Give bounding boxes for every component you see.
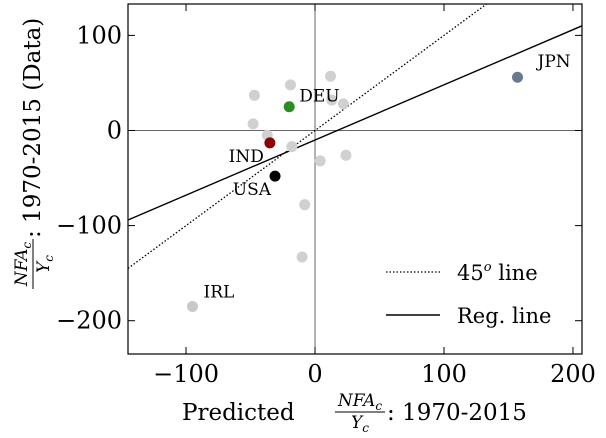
point-usa	[269, 170, 281, 182]
legend-label: 45o line	[457, 260, 538, 285]
y-tick-label: −100	[56, 212, 122, 240]
x-axis-title-prefix: Predicted	[182, 400, 295, 426]
data-point	[247, 118, 259, 130]
point-label-deu: DEU	[299, 87, 339, 107]
legend-label: Reg. line	[457, 304, 551, 328]
plot-frame	[127, 3, 583, 355]
data-point	[296, 251, 308, 263]
y-tick-label: 100	[76, 21, 122, 49]
point-label-ind: IND	[229, 147, 264, 167]
frac-numerator: NFAc	[337, 391, 382, 413]
plot-layer	[127, 3, 583, 355]
point-label-jpn: JPN	[536, 52, 571, 72]
x-tick-label: 100	[421, 360, 467, 388]
data-point	[285, 79, 297, 91]
x-tick-label: −100	[153, 360, 219, 388]
legend: 45o line Reg. line	[386, 260, 551, 328]
point-irl	[186, 300, 198, 312]
point-jpn	[512, 71, 524, 83]
x-tick-label: 0	[307, 360, 322, 388]
point-deu	[283, 101, 295, 113]
data-point	[324, 70, 336, 82]
data-point	[314, 155, 326, 167]
data-point	[286, 141, 298, 153]
fit-lines	[128, 4, 582, 269]
y-axis-title-suffix: : 1970-2015 (Data)	[20, 18, 46, 238]
point-label-irl: IRL	[203, 282, 234, 302]
data-point	[337, 98, 349, 110]
data-point	[326, 94, 338, 106]
data-point	[299, 199, 311, 211]
data-point	[248, 89, 260, 101]
point-label-usa: USA	[233, 180, 272, 200]
x-axis-title-suffix: : 1970-2015	[387, 400, 527, 426]
text-layer: DEU JPN IND USA IRL −100 0 100 200 −200 −100 0 100 45…	[12, 18, 596, 435]
regression-line	[128, 25, 582, 221]
data-point	[340, 149, 352, 161]
y-tick-label: 0	[107, 116, 122, 144]
y-tick-label: −200	[56, 307, 122, 335]
x-tick-label: 200	[550, 360, 596, 388]
frac-numerator: NFAc	[12, 242, 34, 287]
line-45-degree	[128, 4, 488, 269]
frac-denominator: Yc	[351, 413, 369, 435]
frac-denominator: Yc	[34, 255, 56, 273]
point-ind	[264, 137, 276, 149]
